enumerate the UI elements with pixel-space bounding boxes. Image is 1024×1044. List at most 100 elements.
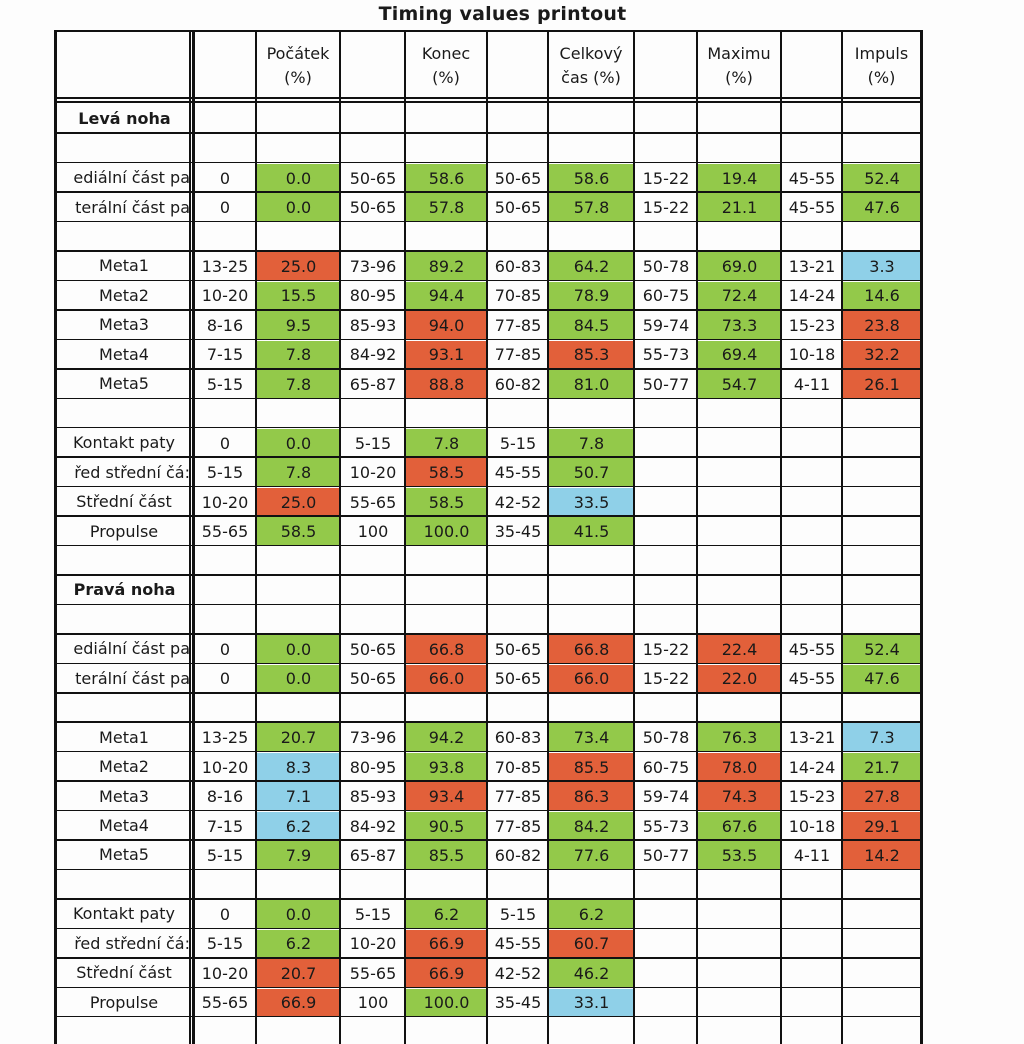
- range-cell: 0: [219, 433, 231, 453]
- column-header-line2: (%): [867, 68, 896, 87]
- row-divider: [56, 1015, 921, 1018]
- range-cell: 55-73: [642, 345, 690, 365]
- value-cell: 94.2: [406, 723, 487, 752]
- value-cell: 93.1: [406, 340, 487, 370]
- range-cell: [782, 488, 842, 516]
- column-divider: [920, 32, 922, 1044]
- range-cell: 60-75: [642, 757, 690, 777]
- range-cell: 77-85: [494, 816, 542, 836]
- value-cell: 73.3: [698, 311, 781, 340]
- value-cell: 69.0: [698, 252, 781, 281]
- range-cell: 15-22: [642, 168, 690, 188]
- value-cell: 84.2: [549, 811, 634, 841]
- row-label: Meta2: [99, 285, 149, 305]
- row-label: Meta4: [99, 816, 149, 836]
- range-cell: [635, 458, 697, 486]
- value-cell: 47.6: [843, 193, 921, 222]
- column-divider: [633, 32, 635, 1044]
- value-cell: 77.6: [549, 841, 634, 870]
- value-cell: 9.5: [257, 311, 340, 340]
- value-cell: 58.6: [549, 163, 634, 193]
- range-cell: 35-45: [494, 993, 542, 1013]
- range-cell: 8-16: [206, 315, 244, 335]
- value-cell: 58.5: [406, 487, 487, 517]
- row-label: Propulse: [89, 521, 159, 541]
- range-cell: 100: [357, 522, 389, 542]
- row-divider: [56, 515, 921, 517]
- row-divider: [56, 338, 921, 341]
- value-cell: 64.2: [549, 252, 634, 281]
- row-label: řed střední čá:: [74, 462, 190, 482]
- value-cell: 50.7: [549, 458, 634, 487]
- row-divider: [56, 868, 921, 871]
- value-cell: [698, 900, 781, 928]
- value-cell: 52.4: [843, 635, 921, 664]
- row-divider: [56, 574, 921, 576]
- header-divider: [56, 101, 921, 103]
- value-cell: 41.5: [549, 517, 634, 546]
- range-cell: 4-11: [793, 374, 831, 394]
- value-cell: 6.2: [549, 900, 634, 929]
- range-cell: 50-65: [349, 198, 397, 218]
- row-divider: [56, 544, 921, 547]
- column-divider: [696, 32, 698, 1044]
- range-cell: 65-87: [349, 374, 397, 394]
- row-label: Meta4: [99, 344, 149, 364]
- range-cell: [635, 517, 697, 545]
- value-cell: [698, 429, 781, 457]
- row-divider: [56, 603, 921, 606]
- value-cell: 6.2: [406, 900, 487, 929]
- row-label: Meta3: [99, 786, 149, 806]
- value-cell: [843, 930, 921, 958]
- range-cell: [782, 517, 842, 545]
- column-header: Konec (%): [405, 32, 487, 100]
- value-cell: 14.6: [843, 281, 921, 311]
- row-divider: [56, 780, 921, 782]
- value-cell: 7.8: [406, 428, 487, 458]
- header-divider: [56, 97, 921, 99]
- value-cell: 6.2: [257, 811, 340, 841]
- range-cell: 50-77: [642, 374, 690, 394]
- range-cell: [635, 989, 697, 1017]
- range-cell: 84-92: [349, 816, 397, 836]
- value-cell: 0.0: [257, 193, 340, 222]
- range-cell: 60-82: [494, 374, 542, 394]
- range-cell: 45-55: [788, 669, 836, 689]
- row-divider: [56, 250, 921, 252]
- value-cell: 0.0: [257, 635, 340, 664]
- range-cell: 5-15: [206, 463, 244, 483]
- range-cell: 10-18: [788, 816, 836, 836]
- row-divider: [56, 456, 921, 458]
- row-label: Střední část: [76, 963, 172, 983]
- range-cell: 59-74: [642, 787, 690, 807]
- value-cell: 66.9: [257, 988, 340, 1017]
- range-cell: 60-82: [494, 845, 542, 865]
- row-divider: [56, 397, 921, 399]
- range-cell: 50-78: [642, 728, 690, 748]
- range-cell: [782, 458, 842, 486]
- value-cell: 3.3: [843, 252, 921, 281]
- row-divider: [56, 426, 921, 429]
- value-cell: [698, 488, 781, 516]
- range-cell: 100: [357, 993, 389, 1013]
- range-cell: 55-65: [349, 963, 397, 983]
- range-cell: 10-20: [349, 934, 397, 954]
- range-cell: 13-25: [201, 728, 249, 748]
- value-cell: 53.5: [698, 841, 781, 870]
- range-cell: 59-74: [642, 315, 690, 335]
- range-cell: 85-93: [349, 315, 397, 335]
- value-cell: 67.6: [698, 811, 781, 841]
- section-heading: Pravá noha: [73, 580, 176, 600]
- value-cell: 57.8: [549, 193, 634, 222]
- row-divider: [56, 662, 921, 665]
- range-cell: 80-95: [349, 286, 397, 306]
- value-cell: 0.0: [257, 664, 340, 693]
- row-divider: [56, 986, 921, 988]
- column-divider: [404, 32, 406, 1044]
- value-cell: 47.6: [843, 664, 921, 693]
- value-cell: [698, 930, 781, 958]
- range-cell: [782, 930, 842, 958]
- value-cell: 66.0: [549, 664, 634, 693]
- value-cell: 90.5: [406, 811, 487, 841]
- range-cell: 5-15: [499, 433, 537, 453]
